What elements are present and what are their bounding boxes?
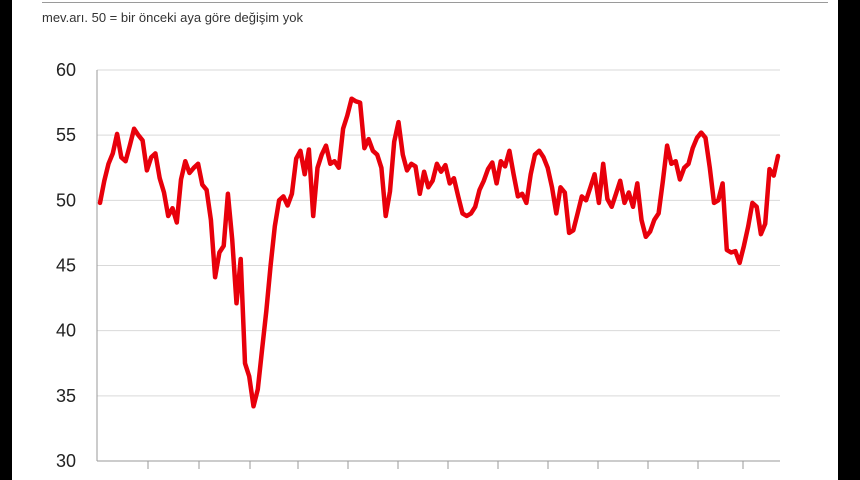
- right-frame-border: [838, 0, 860, 480]
- y-tick-label-60: 60: [56, 60, 76, 80]
- chart-panel: mev.arı. 50 = bir önceki aya göre değişi…: [12, 0, 838, 480]
- y-tick-label-35: 35: [56, 386, 76, 406]
- y-tick-label-45: 45: [56, 256, 76, 276]
- y-tick-label-50: 50: [56, 190, 76, 210]
- x-axis: [96, 70, 780, 469]
- top-divider: [42, 2, 828, 3]
- series-group: [97, 96, 781, 409]
- y-tick-label-55: 55: [56, 125, 76, 145]
- left-frame-border: [0, 0, 12, 480]
- y-tick-label-30: 30: [56, 451, 76, 471]
- chart-subtitle: mev.arı. 50 = bir önceki aya göre değişi…: [42, 10, 303, 25]
- y-tick-label-40: 40: [56, 321, 76, 341]
- y-axis-ticks: 30 35 40 45 50 55 60: [56, 60, 76, 471]
- series-line-1: [97, 96, 781, 409]
- gridlines: [97, 69, 780, 462]
